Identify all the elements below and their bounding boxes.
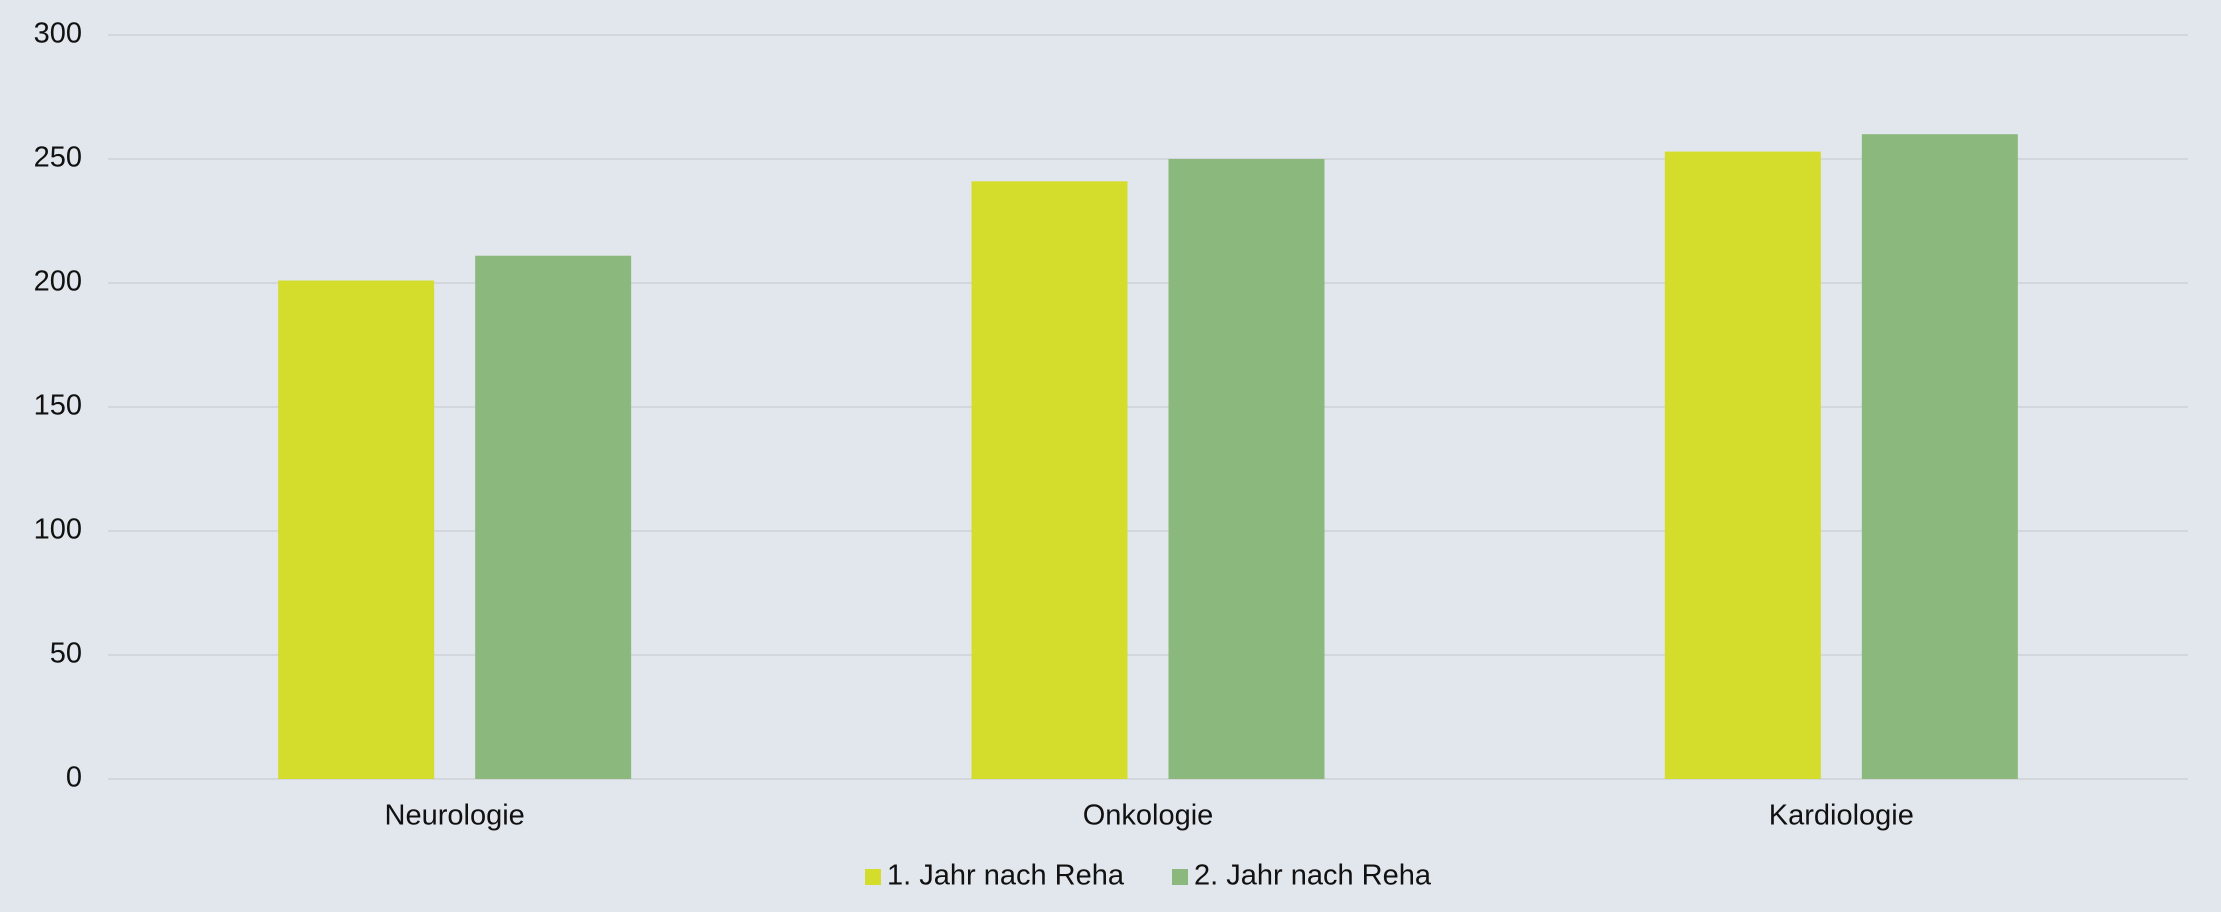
y-tick-label: 100 <box>34 514 82 546</box>
y-tick-label: 200 <box>34 266 82 298</box>
y-tick-label: 250 <box>34 142 82 174</box>
y-tick-label: 150 <box>34 390 82 422</box>
bar <box>475 255 632 780</box>
bar <box>971 181 1128 779</box>
y-tick-label: 0 <box>66 762 82 794</box>
legend-label: 1. Jahr nach Reha <box>887 860 1125 892</box>
legend-swatch <box>865 869 882 885</box>
bar <box>278 280 435 779</box>
bar <box>1664 151 1821 779</box>
bar <box>1861 134 2018 779</box>
bar <box>1168 159 1325 779</box>
legend-swatch <box>1172 869 1188 885</box>
y-tick-label: 50 <box>50 638 82 670</box>
x-tick-label: Kardiologie <box>1769 800 1914 832</box>
legend-label: 2. Jahr nach Reha <box>1194 860 1432 892</box>
x-tick-label: Onkologie <box>1083 800 1214 832</box>
x-tick-label: Neurologie <box>385 800 525 832</box>
y-tick-label: 300 <box>34 18 82 50</box>
